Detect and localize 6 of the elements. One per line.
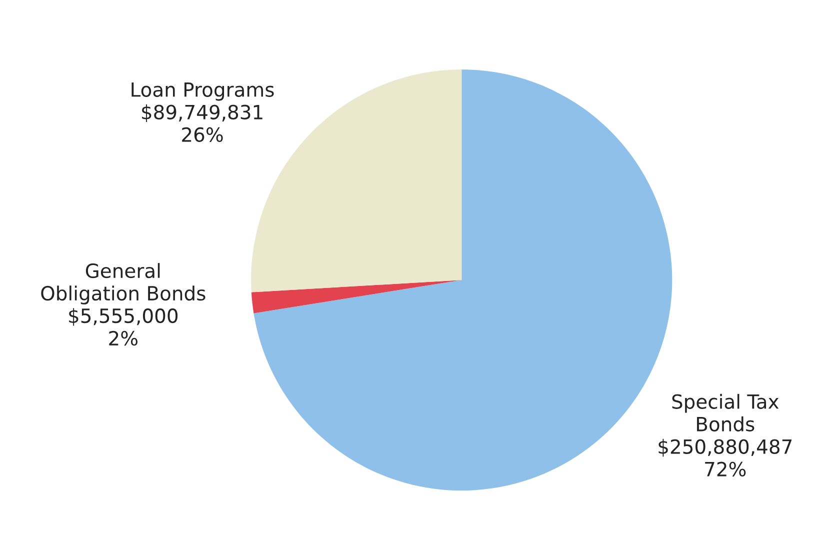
data-label: $5,555,000 2% [69,308,178,346]
data-label: $89,749,831 26% [142,104,262,142]
slice-label: General Obligation Bonds [41,263,206,304]
slice-label: Special Tax Bonds [672,394,779,432]
data-label: $250,880,487 72% [658,438,792,476]
slice-label: Loan Programs [132,82,274,101]
